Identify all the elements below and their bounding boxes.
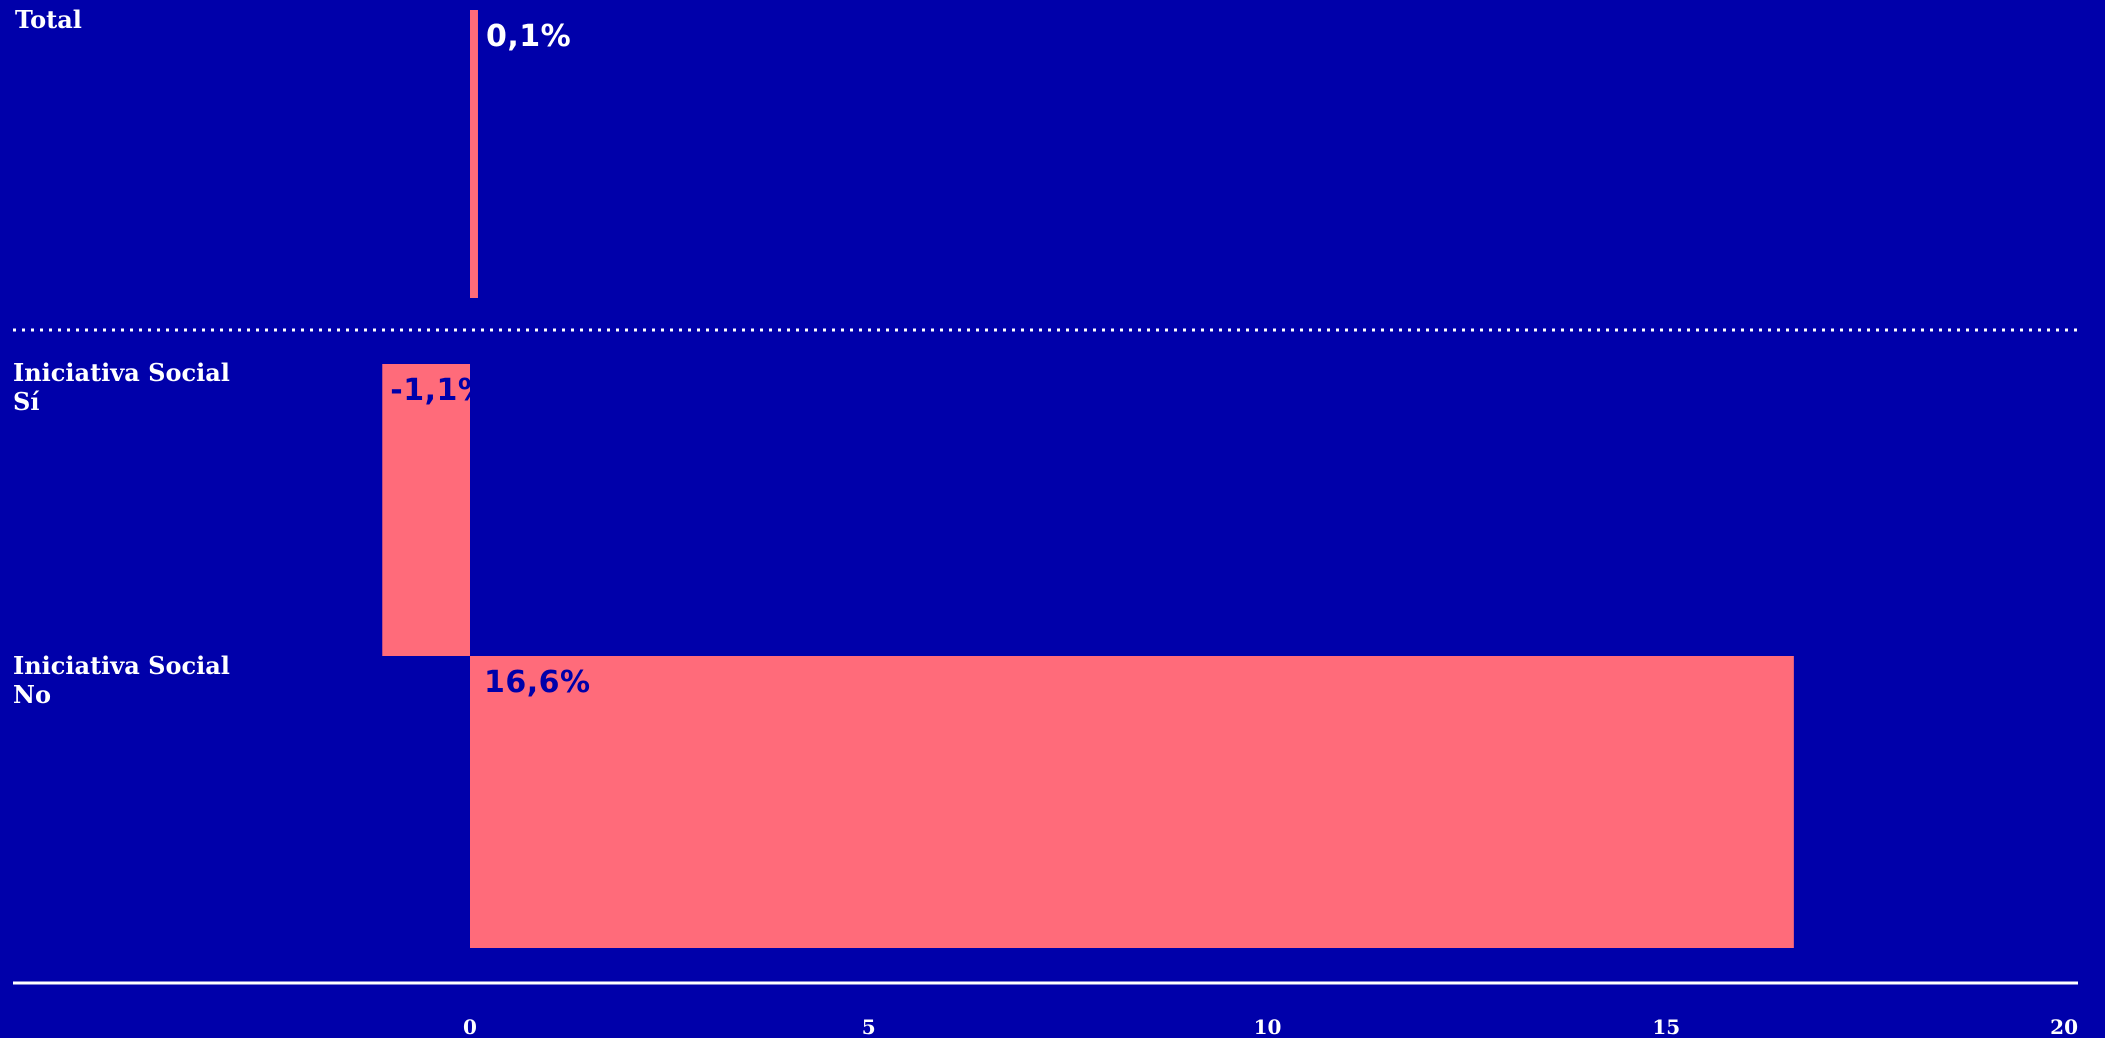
bar-no [470, 656, 1794, 948]
x-tick-label-0: 0 [463, 1015, 477, 1038]
data-labels: 0,1% -1,1% 16,6% [390, 19, 590, 700]
x-tick-label-15: 15 [1652, 1015, 1680, 1038]
row-label-total: Total [15, 5, 82, 34]
bar-total [470, 10, 478, 298]
x-axis-ticks: 0 5 10 15 20 [463, 1015, 2078, 1038]
row-label-si: Iniciativa Social Sí [13, 358, 230, 416]
row-labels: Total Iniciativa Social Sí Iniciativa Socia… [13, 5, 230, 709]
data-label-no: 16,6% [484, 665, 591, 700]
data-label-si: -1,1% [390, 373, 488, 408]
x-tick-label-10: 10 [1254, 1015, 1282, 1038]
bars [382, 10, 1794, 948]
x-tick-label-5: 5 [862, 1015, 876, 1038]
x-tick-label-20: 20 [2050, 1015, 2078, 1038]
row-label-no: Iniciativa Social No [13, 651, 230, 709]
bar-si [382, 364, 470, 656]
data-label-total: 0,1% [486, 19, 571, 54]
